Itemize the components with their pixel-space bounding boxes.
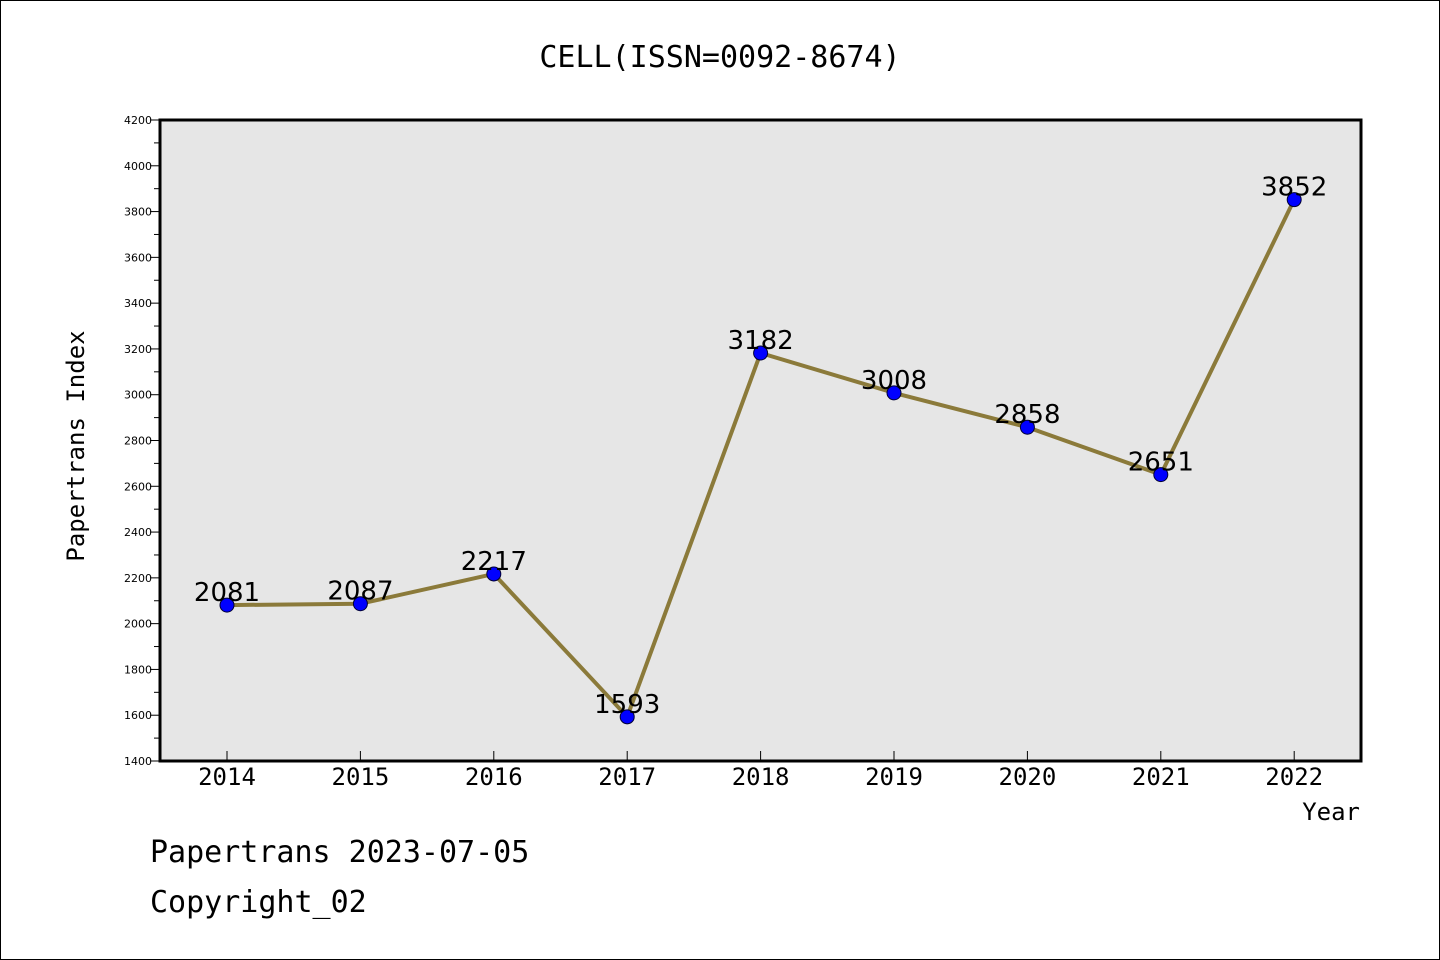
- y-axis-label: Papertrans Index: [62, 330, 90, 561]
- data-labels: 2081 2087 2217 1593 3182 3008 2858 2651 3852: [194, 173, 1327, 720]
- y-tick-label: 3800: [124, 206, 152, 219]
- data-point: [1286, 192, 1302, 208]
- data-label: 2217: [461, 547, 527, 577]
- x-tick-label: 2021: [1132, 763, 1190, 791]
- plot-area: [158, 118, 1363, 763]
- y-tick-label: 2200: [124, 572, 152, 585]
- data-point: [219, 597, 235, 613]
- data-point: [886, 385, 902, 401]
- x-tick-label: 2020: [999, 763, 1057, 791]
- data-label: 3852: [1261, 173, 1327, 203]
- x-axis: 2014 2015 2016 2017 2018 2019 2020 2021 2022: [198, 751, 1323, 791]
- data-label: 1593: [594, 690, 660, 720]
- data-markers: [219, 192, 1302, 725]
- y-tick-label: 3000: [124, 389, 152, 402]
- chart-title: CELL(ISSN=0092-8674): [539, 40, 900, 75]
- y-tick-label: 1800: [124, 663, 152, 676]
- y-tick-label: 2800: [124, 435, 152, 448]
- y-axis: 1400 1600 1800 2000 2200 2400 2600 2800 3000 3200…: [124, 114, 160, 768]
- y-tick-label: 3400: [124, 297, 152, 310]
- y-tick-label: 4000: [124, 160, 152, 173]
- y-tick-label: 3600: [124, 251, 152, 264]
- y-tick-label: 2600: [124, 480, 152, 493]
- data-label: 3008: [861, 366, 927, 396]
- data-point: [753, 345, 769, 361]
- data-point: [1019, 419, 1035, 435]
- footer-date-line: Papertrans 2023-07-05: [150, 835, 530, 870]
- data-point: [1153, 467, 1169, 483]
- x-axis-label: Year: [1302, 798, 1360, 826]
- y-tick-label: 3200: [124, 343, 152, 356]
- x-tick-label: 2014: [198, 763, 256, 791]
- x-tick-label: 2017: [598, 763, 656, 791]
- y-tick-label: 1400: [124, 755, 152, 768]
- x-tick-label: 2018: [732, 763, 790, 791]
- footer-copyright-line: Copyright_02: [150, 885, 367, 920]
- data-label: 2087: [327, 577, 393, 607]
- x-tick-label: 2022: [1265, 763, 1323, 791]
- y-tick-label: 2400: [124, 526, 152, 539]
- data-point: [486, 566, 502, 582]
- data-point: [352, 596, 368, 612]
- x-tick-label: 2015: [332, 763, 390, 791]
- x-tick-label: 2019: [865, 763, 923, 791]
- data-label: 2081: [194, 578, 260, 608]
- x-tick-label: 2016: [465, 763, 523, 791]
- data-point: [619, 709, 635, 725]
- data-label: 2858: [994, 400, 1060, 430]
- y-tick-label: 2000: [124, 618, 152, 631]
- data-label: 3182: [728, 326, 794, 356]
- y-tick-label: 1600: [124, 709, 152, 722]
- data-label: 2651: [1128, 448, 1194, 478]
- y-tick-label: 4200: [124, 114, 152, 127]
